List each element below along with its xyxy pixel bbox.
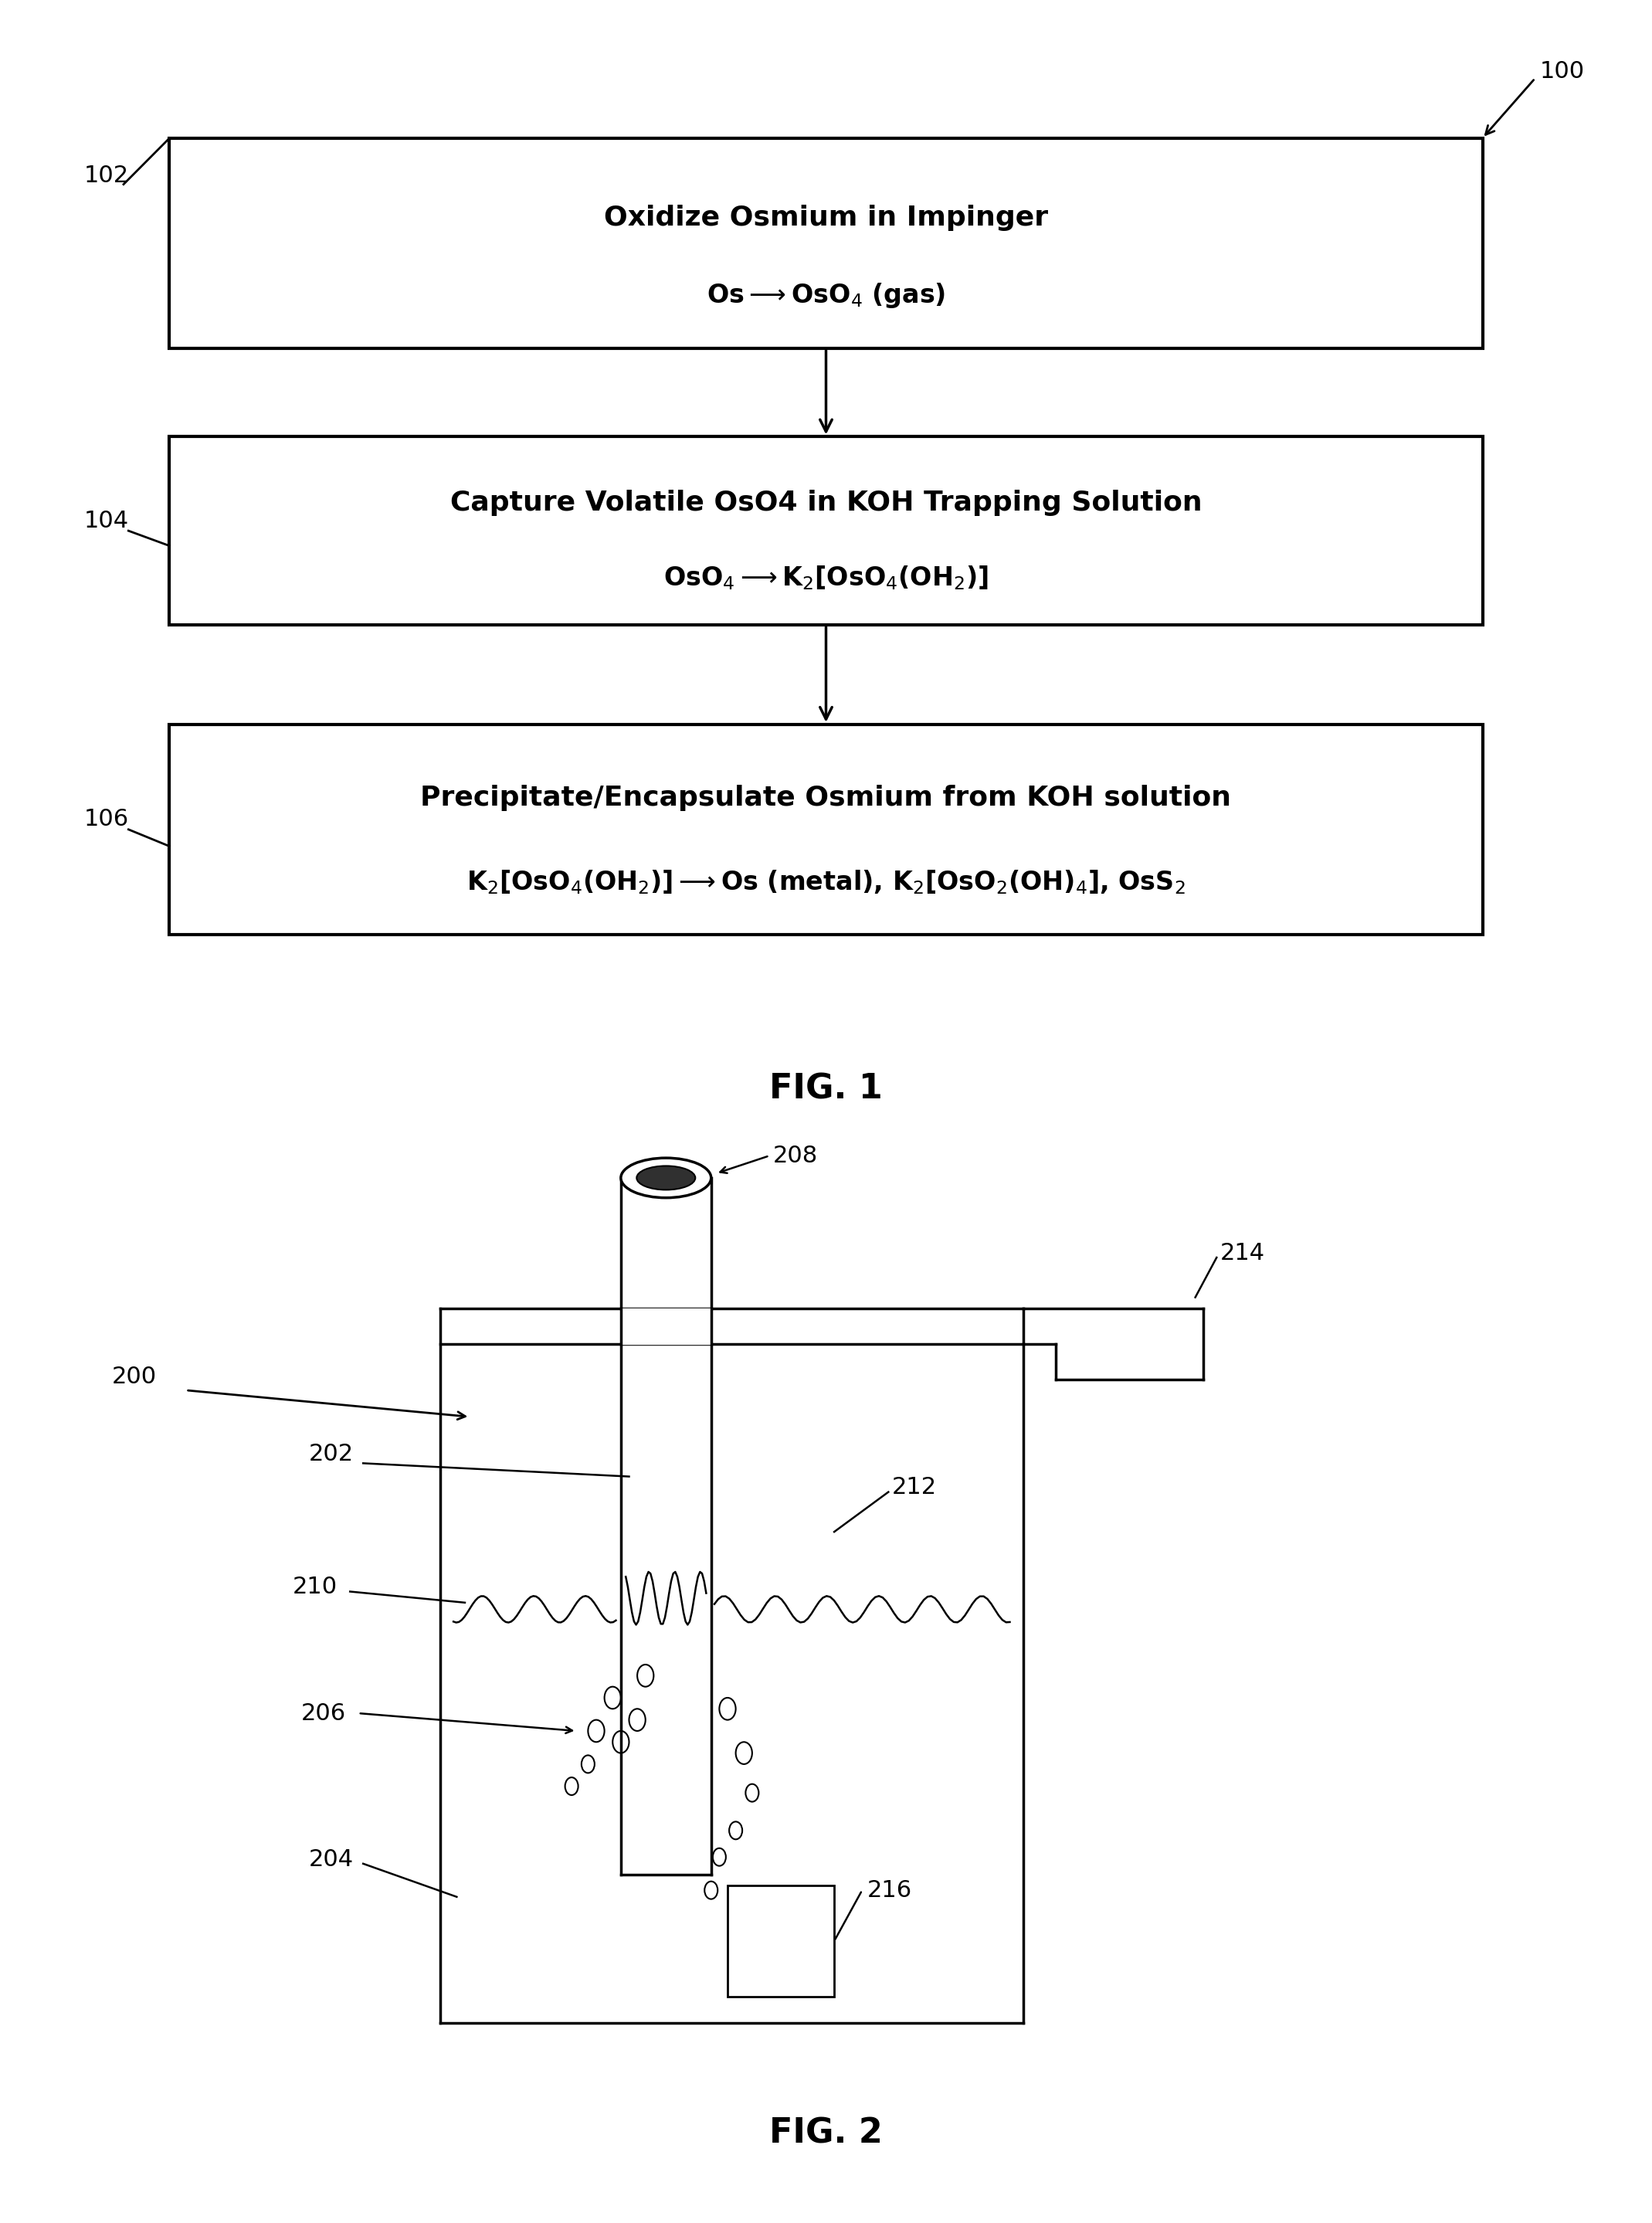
Text: 204: 204 — [309, 1847, 354, 1870]
Text: K$_2$[OsO$_4$(OH$_2$)]$\longrightarrow$Os (metal), K$_2$[OsO$_2$(OH)$_4$], OsS$_: K$_2$[OsO$_4$(OH$_2$)]$\longrightarrow$O… — [466, 869, 1186, 896]
Text: 202: 202 — [309, 1443, 354, 1465]
Bar — [170, 138, 1482, 349]
Text: 208: 208 — [773, 1145, 818, 1167]
Text: 100: 100 — [1540, 60, 1584, 82]
Text: FIG. 1: FIG. 1 — [770, 1074, 882, 1107]
Text: OsO$_4$$\longrightarrow$K$_2$[OsO$_4$(OH$_2$)]: OsO$_4$$\longrightarrow$K$_2$[OsO$_4$(OH… — [664, 565, 988, 591]
Text: 212: 212 — [892, 1476, 937, 1498]
Text: Os$\longrightarrow$OsO$_4$ (gas): Os$\longrightarrow$OsO$_4$ (gas) — [707, 282, 945, 309]
Text: 214: 214 — [1219, 1243, 1265, 1265]
Text: 106: 106 — [84, 807, 129, 829]
Text: FIG. 2: FIG. 2 — [770, 2116, 882, 2150]
Text: 210: 210 — [292, 1576, 337, 1598]
Bar — [170, 436, 1482, 625]
Text: Precipitate/Encapsulate Osmium from KOH solution: Precipitate/Encapsulate Osmium from KOH … — [421, 785, 1231, 811]
Ellipse shape — [621, 1158, 710, 1198]
Text: 216: 216 — [867, 1878, 912, 1901]
Bar — [727, 1885, 834, 1996]
Text: Oxidize Osmium in Impinger: Oxidize Osmium in Impinger — [605, 205, 1047, 231]
Ellipse shape — [636, 1165, 695, 1189]
Bar — [170, 725, 1482, 934]
Text: 102: 102 — [84, 165, 129, 187]
Text: Capture Volatile OsO4 in KOH Trapping Solution: Capture Volatile OsO4 in KOH Trapping So… — [449, 489, 1203, 516]
Text: 104: 104 — [84, 509, 129, 534]
Text: 206: 206 — [301, 1703, 345, 1725]
Text: 200: 200 — [112, 1365, 157, 1387]
